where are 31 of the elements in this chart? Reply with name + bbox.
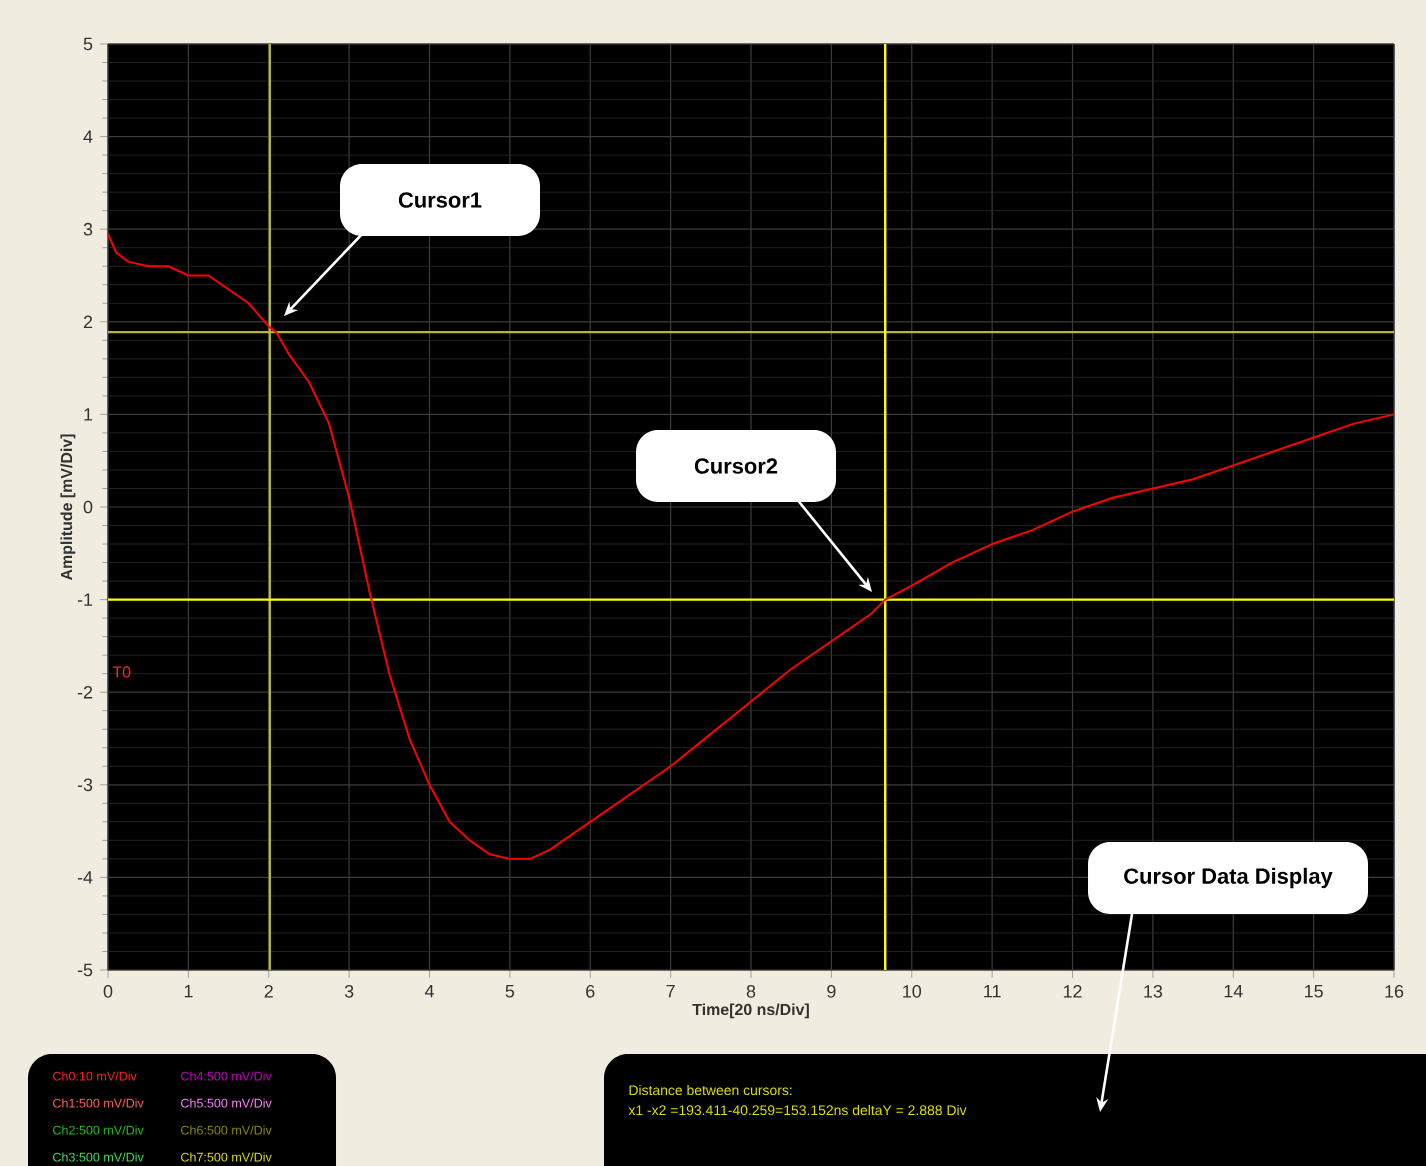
x-tick-label: 9 — [827, 985, 836, 998]
y-tick-label: -3 — [77, 778, 93, 792]
y-tick-label: 0 — [83, 500, 93, 514]
y-tick-label: 5 — [83, 37, 93, 51]
x-tick-label: 6 — [586, 985, 595, 998]
x-tick-label: 1 — [184, 985, 193, 998]
x-tick-label: 10 — [903, 985, 922, 998]
annotation: Cursor1 — [398, 192, 482, 208]
y-tick-label: -5 — [77, 963, 93, 977]
annotation: Cursor Data Display — [1124, 867, 1333, 889]
y-tick-label: -4 — [77, 871, 93, 884]
x-tick-label: 5 — [505, 985, 515, 998]
x-tick-label: 15 — [1305, 985, 1323, 998]
annotation: Cursor2 — [694, 458, 778, 474]
x-tick-label: 2 — [264, 985, 273, 998]
y-tick-label: -2 — [77, 685, 93, 699]
x-tick-label: 13 — [1144, 985, 1163, 998]
x-tick-label: 4 — [424, 985, 434, 998]
y-tick-label: -1 — [77, 593, 93, 606]
x-tick-label: 7 — [666, 985, 675, 998]
y-tick-label: 2 — [83, 315, 93, 329]
x-tick-label: 8 — [746, 985, 756, 998]
x-tick-label: 0 — [103, 985, 113, 998]
y-tick-label: 4 — [83, 130, 93, 143]
x-tick-label: 14 — [1224, 985, 1243, 998]
x-tick-label: 11 — [984, 985, 1001, 998]
y-tick-label: 3 — [83, 222, 93, 236]
x-tick-label: 12 — [1063, 985, 1082, 998]
x-tick-label: 3 — [344, 985, 354, 998]
y-tick-label: 1 — [84, 408, 93, 421]
x-tick-label: 16 — [1385, 985, 1404, 998]
